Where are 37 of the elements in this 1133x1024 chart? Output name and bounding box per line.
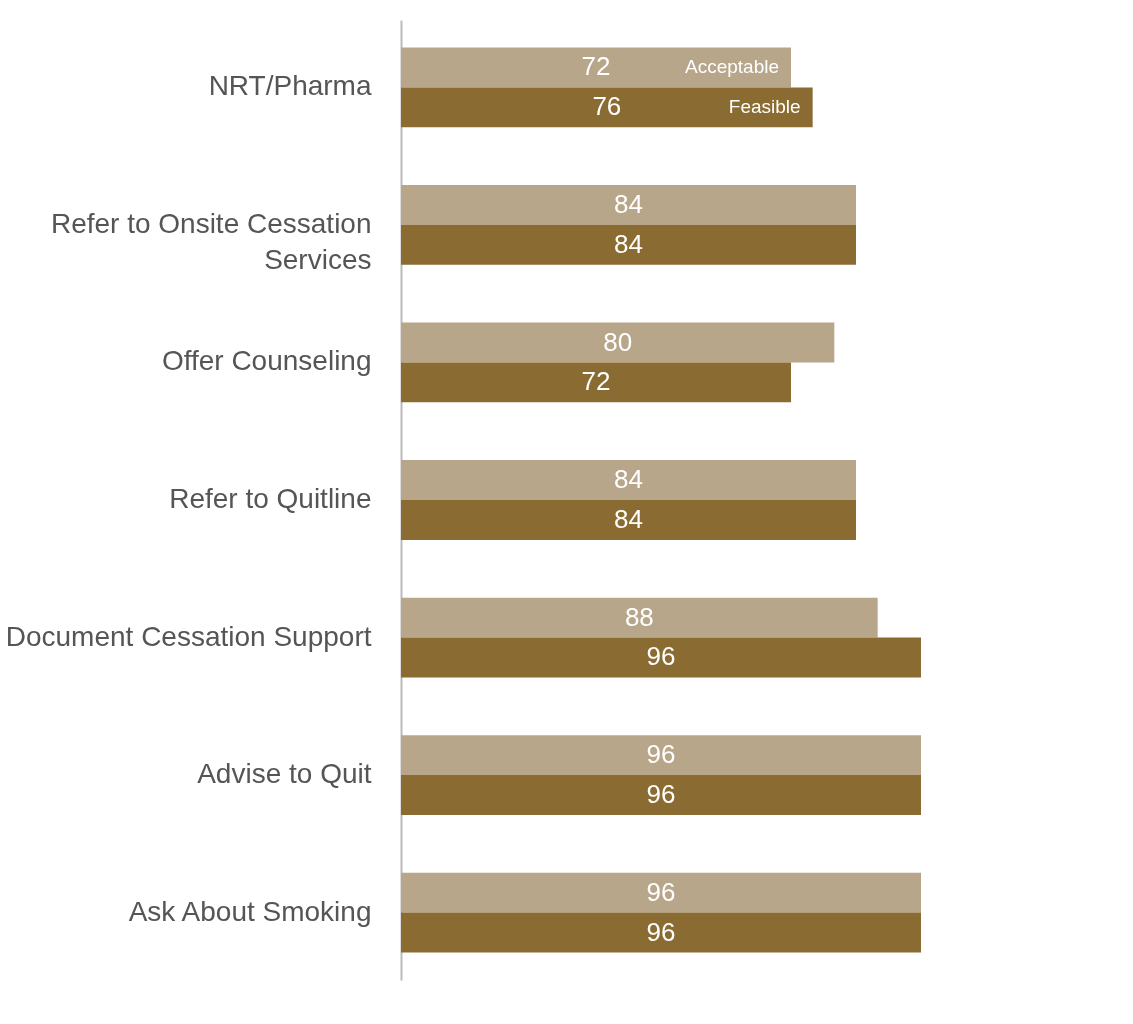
data-label: 84 — [614, 503, 643, 534]
y-tick-label: Refer to Quitline — [169, 483, 372, 514]
bar — [401, 322, 835, 363]
series-label: Feasible — [728, 96, 801, 118]
y-tick-label: Offer Counseling — [161, 345, 372, 377]
bar — [401, 912, 921, 953]
data-label: 96 — [646, 779, 676, 810]
bar — [401, 460, 856, 500]
bar — [401, 500, 856, 540]
data-label: 80 — [603, 326, 633, 357]
bar — [401, 637, 921, 678]
bar — [401, 362, 791, 403]
bar — [401, 775, 921, 815]
data-label: 84 — [614, 464, 643, 495]
series-label: Acceptable — [684, 56, 779, 78]
bar — [401, 597, 878, 638]
data-label: 96 — [646, 739, 676, 770]
bar — [401, 47, 791, 88]
bar — [401, 735, 921, 776]
y-tick-label: Ask About Smoking — [128, 895, 372, 927]
data-label: 96 — [646, 641, 676, 672]
data-label: 84 — [614, 188, 643, 219]
bar — [401, 224, 856, 265]
y-tick-label: Refer to Onsite Cessation Services — [50, 207, 372, 275]
data-label: 88 — [624, 601, 654, 632]
bar — [401, 185, 856, 225]
y-tick-label: Advise to Quit — [197, 758, 372, 790]
bar — [401, 87, 813, 128]
data-label: 84 — [614, 228, 643, 259]
data-label: 72 — [581, 51, 611, 82]
y-tick-label: Document Cessation Support — [5, 620, 372, 652]
data-label: 72 — [581, 366, 611, 397]
data-label: 96 — [646, 876, 676, 907]
bar — [401, 872, 921, 913]
y-tick-label: NRT/Pharma — [208, 70, 372, 102]
data-label: 96 — [646, 916, 676, 947]
data-label: 76 — [592, 91, 622, 122]
